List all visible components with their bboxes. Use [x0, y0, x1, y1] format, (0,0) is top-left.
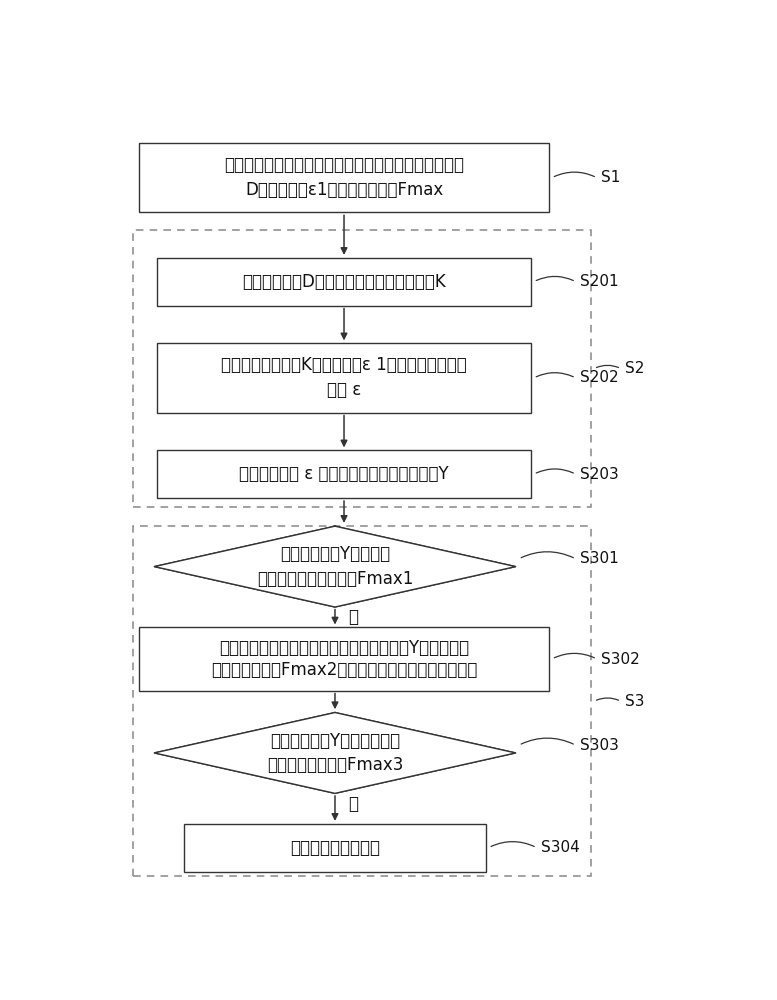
Bar [139, 627, 549, 691]
Text: 第三运行频率上限Fmax3: 第三运行频率上限Fmax3 [267, 756, 403, 774]
Text: 压比 ε: 压比 ε [327, 381, 361, 399]
Text: 二运行频率上限Fmax2时，停止增大热气旁通阀的开度: 二运行频率上限Fmax2时，停止增大热气旁通阀的开度 [211, 661, 477, 679]
Text: 等于第一运行频率上限Fmax1: 等于第一运行频率上限Fmax1 [256, 570, 413, 588]
Text: S202: S202 [580, 370, 618, 385]
Text: 控制热气旁通阀关闭: 控制热气旁通阀关闭 [290, 839, 380, 857]
Text: S2: S2 [625, 361, 645, 376]
Text: 判断临界频率Y是否大于: 判断临界频率Y是否大于 [280, 545, 390, 563]
Polygon shape [155, 526, 516, 607]
Text: 根据压比修正系数K和运行压比ε 1计算压缩机的临界: 根据压比修正系数K和运行压比ε 1计算压缩机的临界 [221, 356, 467, 374]
Text: S1: S1 [601, 170, 621, 185]
Polygon shape [155, 713, 516, 793]
Text: S3: S3 [625, 694, 645, 709]
Text: S203: S203 [580, 467, 618, 482]
Text: 逐步增大热气旁通阀的开度，直至临界频率Y小于等于第: 逐步增大热气旁通阀的开度，直至临界频率Y小于等于第 [219, 639, 469, 657]
Bar [157, 258, 531, 306]
Bar [139, 143, 549, 212]
Text: 是: 是 [348, 795, 358, 813]
Bar [157, 343, 531, 413]
Bar [184, 824, 486, 872]
Text: S304: S304 [541, 840, 580, 855]
Text: 当变频离心机处于运行状态时，获取压缩机的导叶开度: 当变频离心机处于运行状态时，获取压缩机的导叶开度 [224, 156, 464, 174]
Text: S301: S301 [580, 551, 618, 566]
Bar [134, 526, 591, 876]
Text: S303: S303 [580, 738, 619, 753]
Text: D、运行压比ε1和运行频率上限Fmax: D、运行压比ε1和运行频率上限Fmax [245, 181, 443, 199]
Text: 是: 是 [348, 608, 358, 626]
Text: S302: S302 [601, 652, 640, 666]
Text: 根据临界压比 ε 计算变频离心机的临界频率Y: 根据临界压比 ε 计算变频离心机的临界频率Y [239, 465, 449, 483]
Text: 判断临界频率Y是否小于等于: 判断临界频率Y是否小于等于 [270, 732, 400, 750]
Bar [157, 450, 531, 498]
Text: 根据导叶开度D计算压缩机的压比修正系数K: 根据导叶开度D计算压缩机的压比修正系数K [242, 273, 446, 291]
Bar [134, 230, 591, 507]
Text: S201: S201 [580, 274, 618, 289]
